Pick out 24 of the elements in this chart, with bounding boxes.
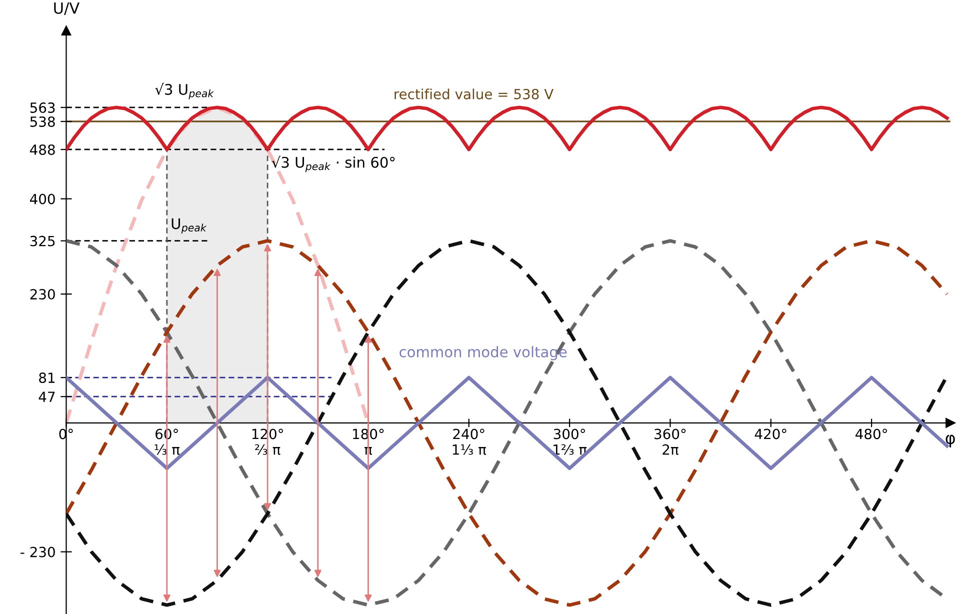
x-tick-label: 360° 2π <box>654 428 686 455</box>
y-tick-label: 230 <box>30 289 55 300</box>
x-tick-label: 60° ⅓ π <box>154 428 180 455</box>
y-tick-label: 47 <box>38 392 55 402</box>
annotation: U$_{peak}$ <box>172 218 207 234</box>
ref-line-label: rectified value = 538 V <box>394 88 554 100</box>
y-tick-label: 563 <box>30 102 55 113</box>
y-axis-title: U/V <box>54 2 80 16</box>
series-label: common mode voltage <box>400 346 567 360</box>
x-axis-title: φ <box>946 434 955 448</box>
y-tick-label: 488 <box>30 144 55 155</box>
y-tick-label: 400 <box>30 194 55 204</box>
line-series <box>66 106 949 152</box>
x-tick-label: 180° π <box>353 428 384 455</box>
x-tick-label: 240° 1⅓ π <box>452 428 486 455</box>
annotation: √3 U$_{peak}$ <box>155 82 214 100</box>
annotation: √3 U$_{peak}$ · sin 60° <box>272 156 395 172</box>
y-tick-label: - 230 <box>20 546 55 558</box>
y-tick-label: 81 <box>39 372 55 384</box>
y-tick-label: 325 <box>30 236 55 246</box>
x-tick-label: 480° <box>856 428 887 440</box>
x-tick-label: 120° ⅔ π <box>252 428 283 455</box>
y-tick-label: 538 <box>30 116 55 127</box>
x-tick-label: 420° <box>754 428 786 440</box>
